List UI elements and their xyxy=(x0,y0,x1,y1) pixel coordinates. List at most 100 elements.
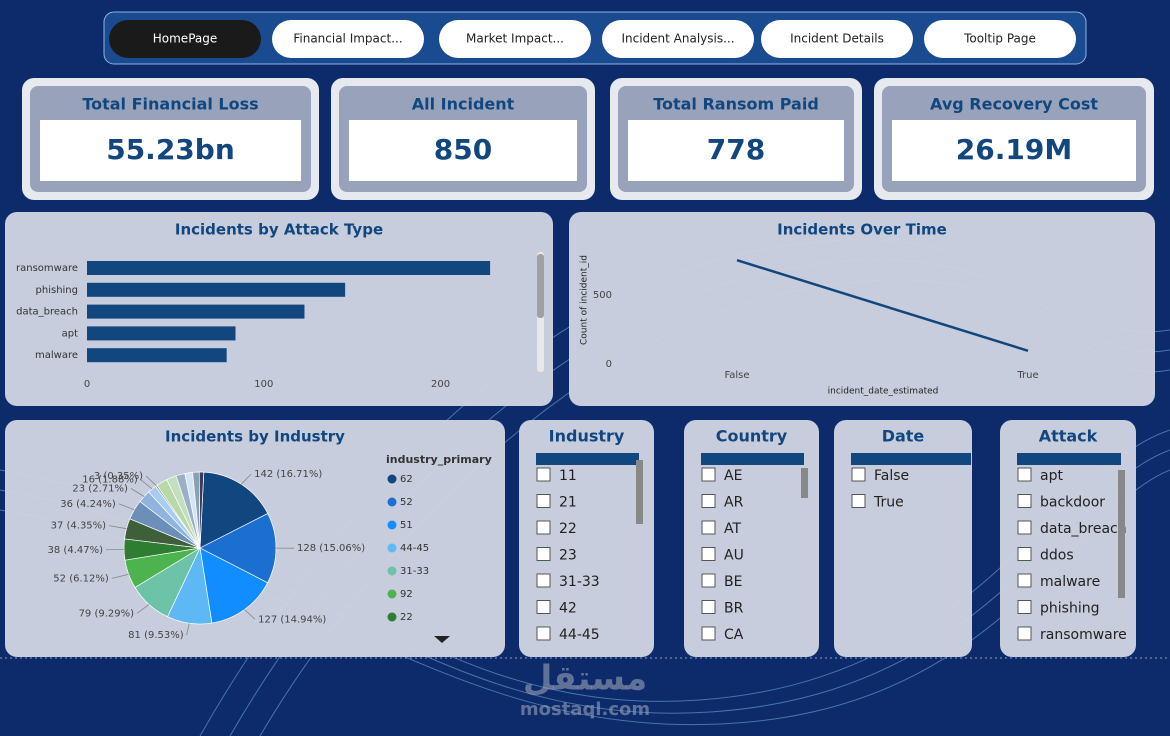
checkbox[interactable] xyxy=(851,494,866,508)
checkbox[interactable] xyxy=(701,494,716,508)
slicer-item-label[interactable]: malware xyxy=(1040,574,1100,590)
slicer-item[interactable]: 22 xyxy=(536,520,577,537)
slicer-item[interactable]: ransomware xyxy=(1017,626,1127,643)
slicer-item-label[interactable]: CA xyxy=(724,627,744,643)
slicer-item[interactable]: AE xyxy=(701,467,742,484)
nav-button[interactable]: HomePage xyxy=(109,20,261,58)
checkbox[interactable] xyxy=(536,600,551,614)
nav-button-bg[interactable] xyxy=(924,20,1076,58)
checkbox[interactable] xyxy=(701,547,716,561)
slicer-item[interactable]: data_breach xyxy=(1017,520,1127,537)
slicer-item-label[interactable]: AE xyxy=(724,468,742,484)
checkbox[interactable] xyxy=(851,467,866,482)
slicer-item-label[interactable]: AT xyxy=(724,521,741,537)
checkbox[interactable] xyxy=(536,520,551,535)
slicer-item[interactable]: 11 xyxy=(536,467,577,484)
nav-button-bg[interactable] xyxy=(109,20,261,58)
nav-button-bg[interactable] xyxy=(602,20,754,58)
nav-button-label[interactable]: Tooltip Page xyxy=(963,32,1036,46)
nav-button-bg[interactable] xyxy=(272,20,424,58)
slicer-item[interactable]: phishing xyxy=(1017,600,1099,617)
slicer-item-label[interactable]: AR xyxy=(724,495,744,511)
slicer-item[interactable]: 21 xyxy=(536,494,577,511)
watermark-site: mostaql.com xyxy=(520,699,650,720)
slicer-item[interactable]: 23 xyxy=(536,547,577,564)
slicer-item-label[interactable]: 11 xyxy=(559,468,577,484)
nav-button-label[interactable]: Incident Analysis... xyxy=(621,32,734,46)
checkbox[interactable] xyxy=(536,626,551,641)
nav-button-label[interactable]: Market Impact... xyxy=(466,32,564,46)
slicer-item[interactable]: 44-45 xyxy=(536,626,600,643)
checkbox[interactable] xyxy=(701,573,716,588)
leader-line xyxy=(241,473,252,485)
checkbox[interactable] xyxy=(701,626,716,641)
slicer-item-label[interactable]: 23 xyxy=(559,548,577,564)
slicer-item[interactable]: True xyxy=(851,494,904,511)
nav-button-label[interactable]: HomePage xyxy=(153,32,218,46)
nav-button[interactable]: Market Impact... xyxy=(439,20,591,58)
checkbox[interactable] xyxy=(1017,600,1032,614)
slicer-item-label[interactable]: 21 xyxy=(559,495,577,511)
checkbox[interactable] xyxy=(1017,547,1032,561)
slicer-item[interactable]: malware xyxy=(1017,573,1100,590)
data-label: 52 (6.12%) xyxy=(53,573,109,584)
slicer-item-label[interactable]: 22 xyxy=(559,521,577,537)
kpi-label: Avg Recovery Cost xyxy=(930,95,1098,114)
slicer-item[interactable]: backdoor xyxy=(1017,494,1105,511)
slicer-item-label[interactable]: True xyxy=(873,495,904,511)
checkbox[interactable] xyxy=(536,467,551,482)
slicer-item[interactable]: False xyxy=(851,467,909,484)
checkbox[interactable] xyxy=(1017,626,1032,641)
slicer-item[interactable]: 42 xyxy=(536,600,577,617)
slicer-item-label[interactable]: False xyxy=(874,468,909,484)
checkbox[interactable] xyxy=(536,573,551,588)
nav-button[interactable]: Incident Details xyxy=(761,20,913,58)
checkbox[interactable] xyxy=(1017,573,1032,588)
slicer-item-label[interactable]: apt xyxy=(1040,468,1063,484)
slicer-item-label[interactable]: 44-45 xyxy=(559,627,600,643)
legend-title: industry_primary xyxy=(386,453,492,466)
nav-button[interactable]: Tooltip Page xyxy=(924,20,1076,58)
slicer-item[interactable]: BE xyxy=(701,573,742,590)
nav-button-bg[interactable] xyxy=(761,20,913,58)
checkbox[interactable] xyxy=(701,467,716,482)
nav-button[interactable]: Financial Impact... xyxy=(272,20,424,58)
nav-button-label[interactable]: Financial Impact... xyxy=(293,32,402,46)
slicer-item-label[interactable]: backdoor xyxy=(1040,495,1105,511)
slicer-item-label[interactable]: BE xyxy=(724,574,742,590)
checkbox[interactable] xyxy=(536,547,551,561)
slicer-item[interactable]: AT xyxy=(701,520,741,537)
slicer-item-label[interactable]: BR xyxy=(724,601,744,617)
slicer-item[interactable]: BR xyxy=(701,600,744,617)
nav-button-bg[interactable] xyxy=(439,20,591,58)
slicer-item-label[interactable]: data_breach xyxy=(1040,521,1127,537)
slicer-list: AE AR AT AU BE BR CA xyxy=(701,467,744,643)
watermark-logo: مستقل xyxy=(523,659,647,699)
slicer-item-label[interactable]: 31-33 xyxy=(559,574,600,590)
chart-title: Incidents Over Time xyxy=(777,221,947,239)
checkbox[interactable] xyxy=(701,600,716,614)
slicer-item-label[interactable]: phishing xyxy=(1040,601,1099,617)
checkbox[interactable] xyxy=(701,520,716,535)
slicer-item-label[interactable]: ransomware xyxy=(1040,627,1127,643)
slicer-item[interactable]: AR xyxy=(701,494,744,511)
chart-title: Incidents by Industry xyxy=(165,428,345,446)
slicer-item[interactable]: apt xyxy=(1017,467,1063,484)
slicer-item[interactable]: AU xyxy=(701,547,744,564)
slicer-header xyxy=(701,453,804,465)
checkbox[interactable] xyxy=(536,494,551,508)
bar xyxy=(87,326,236,341)
slicer-item[interactable]: ddos xyxy=(1017,547,1074,564)
slicer-item-label[interactable]: ddos xyxy=(1040,548,1074,564)
slicer-item-label[interactable]: AU xyxy=(724,548,744,564)
checkbox[interactable] xyxy=(1017,494,1032,508)
slicer-item-label[interactable]: 42 xyxy=(559,601,577,617)
slicer-item[interactable]: 31-33 xyxy=(536,573,600,590)
kpi-value: 778 xyxy=(707,133,765,166)
checkbox[interactable] xyxy=(1017,467,1032,482)
checkbox[interactable] xyxy=(1017,520,1032,535)
slicer-item[interactable]: CA xyxy=(701,626,744,643)
nav-button[interactable]: Incident Analysis... xyxy=(602,20,754,58)
nav-button-label[interactable]: Incident Details xyxy=(790,32,884,46)
